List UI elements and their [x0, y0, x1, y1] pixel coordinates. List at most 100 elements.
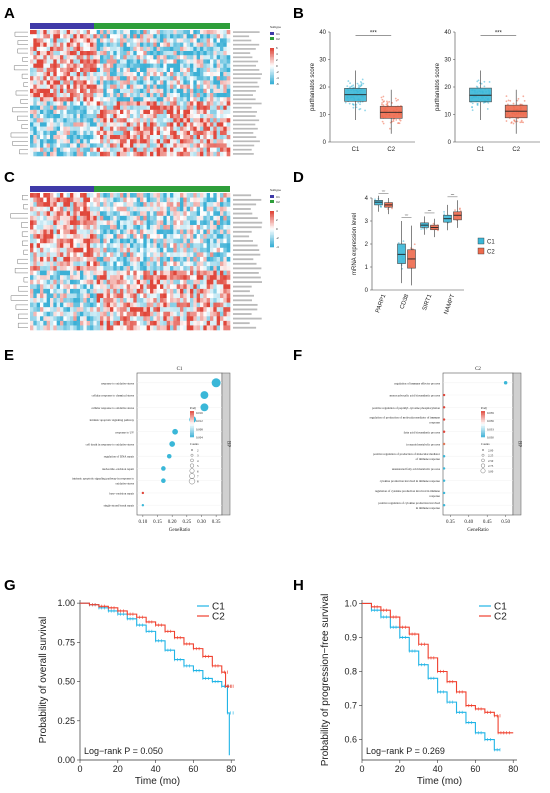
heatmap-cell — [126, 270, 131, 276]
heatmap-cell — [100, 67, 104, 73]
heatmap-cell — [173, 229, 177, 235]
heatmap-cell — [160, 67, 164, 73]
heatmap-cell — [216, 275, 221, 281]
heatmap-cell — [186, 307, 191, 313]
heatmap-cell — [86, 288, 91, 294]
heatmap-cell — [163, 97, 167, 102]
heatmap-cell — [83, 80, 87, 85]
heatmap-cell — [53, 80, 57, 85]
row-label-mark — [233, 272, 259, 274]
heatmap-cell — [133, 122, 137, 127]
heatmap-cell — [216, 122, 221, 127]
heatmap-cell — [83, 51, 87, 56]
heatmap-cell — [53, 247, 57, 253]
heatmap-cell — [46, 101, 51, 106]
heatmap-cell — [30, 84, 34, 90]
heatmap-cell — [86, 307, 91, 313]
heatmap-cell — [86, 206, 91, 212]
heatmap-cell — [186, 252, 191, 258]
heatmap-cell — [73, 126, 77, 132]
heatmap-cell — [133, 298, 137, 303]
heatmap-cell — [150, 215, 154, 221]
heatmap-cell — [220, 270, 224, 276]
heatmap-cell — [30, 59, 34, 64]
heatmap-cell — [223, 67, 227, 73]
heatmap-cell — [136, 298, 141, 303]
heatmap-cell — [176, 275, 181, 281]
heatmap-cell — [50, 302, 54, 308]
heatmap-cell — [83, 311, 87, 317]
heatmap-cell — [200, 220, 204, 226]
km-curve-c1 — [362, 602, 500, 751]
heatmap-cell — [83, 238, 87, 244]
heatmap-cell — [93, 224, 97, 230]
heatmap-cell — [213, 151, 217, 157]
heatmap-cell — [213, 256, 217, 262]
heatmap-cell — [153, 72, 157, 77]
heatmap-cell — [120, 114, 124, 119]
row-label-mark — [233, 64, 256, 67]
heatmap-cell — [66, 55, 71, 60]
x-tick-label: 0.40 — [464, 520, 473, 525]
heatmap-cell — [220, 139, 224, 144]
heatmap-cell — [166, 293, 171, 299]
heatmap-cell — [50, 243, 54, 249]
heatmap-cell — [133, 143, 137, 148]
jitter-point — [509, 99, 512, 102]
heatmap-cell — [176, 234, 181, 239]
heatmap-cell — [170, 243, 174, 249]
heatmap-cell — [223, 325, 227, 331]
heatmap-cell — [83, 118, 87, 123]
heatmap-cell — [33, 101, 37, 106]
heatmap-cell — [213, 46, 217, 52]
heatmap-cell — [110, 59, 114, 64]
padj-scale-step — [190, 418, 194, 421]
heatmap-cell — [46, 288, 51, 294]
legend-label-c2: C2 — [212, 612, 225, 623]
heatmap-cell — [80, 97, 84, 102]
heatmap-cell — [40, 30, 44, 35]
heatmap-cell — [66, 247, 71, 253]
heatmap-cell — [153, 206, 157, 212]
heatmap-cell — [170, 67, 174, 73]
heatmap-cell — [36, 76, 41, 81]
heatmap-cell — [143, 220, 147, 226]
heatmap-cell — [156, 55, 161, 60]
heatmap-cell — [183, 34, 187, 39]
heatmap-cell — [113, 320, 117, 326]
heatmap-cell — [210, 293, 214, 299]
heatmap-cell — [120, 72, 124, 77]
heatmap-cell — [33, 275, 37, 281]
heatmap-cell — [130, 122, 134, 127]
heatmap-cell — [216, 238, 221, 244]
heatmap-cell — [136, 34, 141, 39]
heatmap-cell — [90, 93, 94, 98]
heatmap-cell — [160, 243, 164, 249]
heatmap-cell — [76, 109, 81, 115]
heatmap-cell — [70, 42, 74, 48]
heatmap-cell — [180, 256, 184, 262]
heatmap-cell — [220, 51, 224, 56]
heatmap-cell — [143, 34, 147, 39]
heatmap-cell — [143, 114, 147, 119]
heatmap-cell — [76, 229, 81, 235]
heatmap-cell — [160, 229, 164, 235]
heatmap-cell — [193, 135, 197, 140]
heatmap-cell — [186, 30, 191, 35]
heatmap-cell — [76, 224, 81, 230]
heatmap-cell — [46, 93, 51, 98]
jitter-point — [443, 213, 446, 216]
heatmap-cell — [113, 325, 117, 331]
heatmap-cell — [210, 220, 214, 226]
panel-label-h: H — [293, 577, 304, 594]
heatmap-cell — [146, 105, 151, 111]
heatmap-cell — [36, 252, 41, 258]
heatmap-cell — [123, 215, 127, 221]
heatmap-cell — [93, 76, 97, 81]
jitter-point — [520, 119, 523, 122]
heatmap-cell — [176, 46, 181, 52]
heatmap-cell — [123, 101, 127, 106]
heatmap-cell — [120, 211, 124, 217]
heatmap-cell — [206, 320, 211, 326]
